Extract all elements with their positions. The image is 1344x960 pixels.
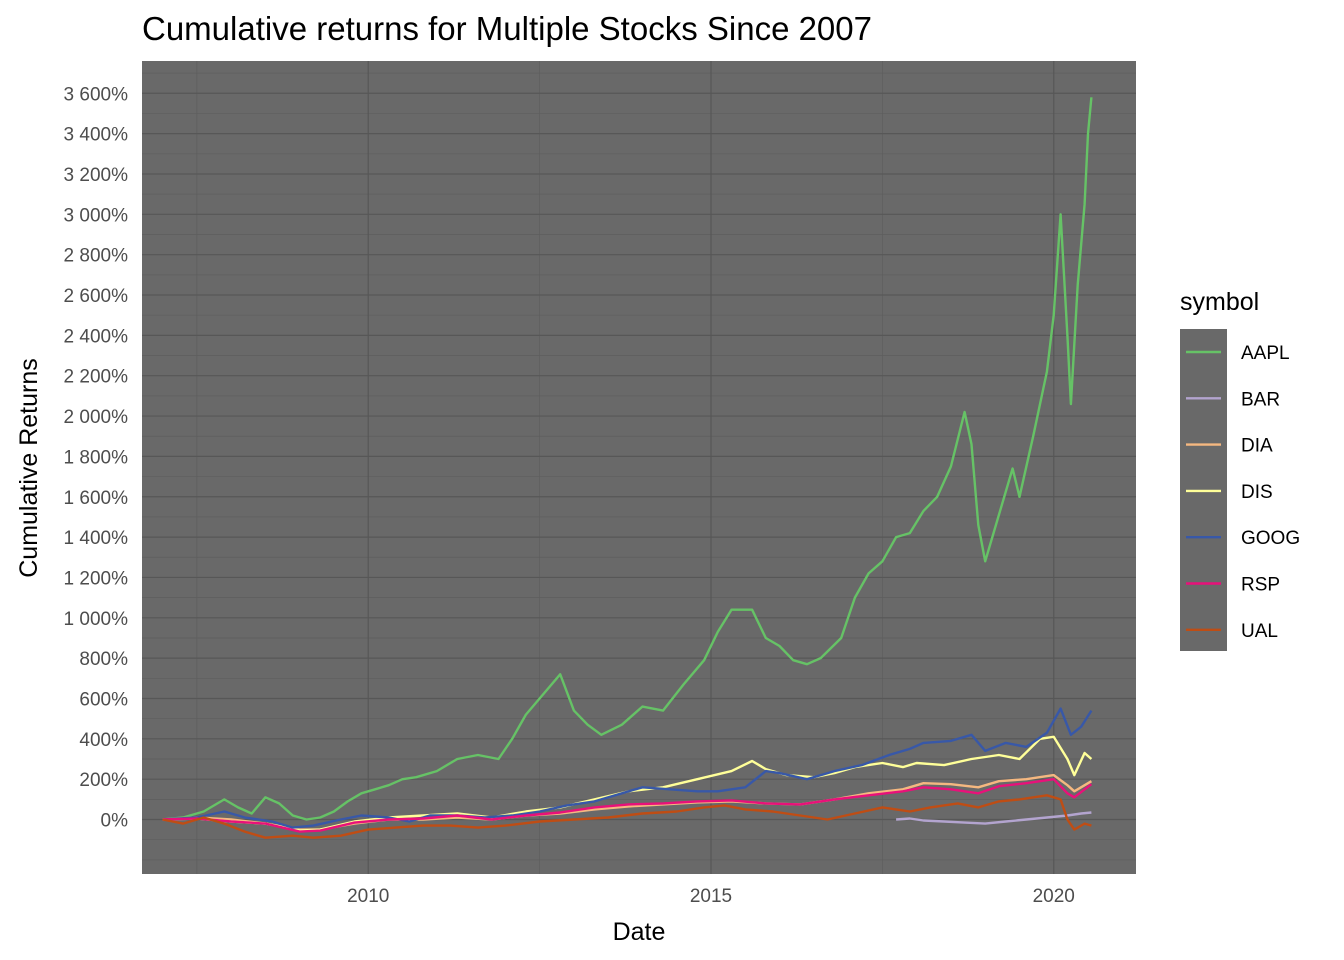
chart-title: Cumulative returns for Multiple Stocks S…	[142, 10, 872, 47]
y-tick-label: 1 000%	[64, 609, 129, 630]
x-tick-label: 2015	[690, 886, 732, 907]
legend-label-rsp: RSP	[1241, 575, 1280, 596]
y-tick-label: 3 200%	[64, 165, 129, 186]
y-tick-label: 800%	[79, 649, 128, 670]
y-tick-label: 200%	[79, 770, 128, 791]
legend-label-dis: DIS	[1241, 482, 1273, 503]
legend-label-goog: GOOG	[1241, 528, 1300, 549]
y-tick-label: 1 600%	[64, 488, 129, 509]
y-axis-ticks: 0% 200% 400% 600% 800% 1 000% 1 200% 1 400% 1 60…	[64, 84, 129, 831]
y-tick-label: 2 200%	[64, 367, 129, 388]
y-tick-label: 3 000%	[64, 205, 129, 226]
y-tick-label: 1 200%	[64, 568, 129, 589]
series-line-aapl	[162, 97, 1093, 821]
y-tick-label: 3 600%	[64, 84, 129, 105]
y-tick-label: 600%	[79, 689, 128, 710]
y-tick-label: 1 800%	[64, 447, 129, 468]
series-line-goog	[162, 707, 1093, 829]
series-line-bar	[896, 811, 1092, 825]
x-tick-label: 2020	[1033, 886, 1075, 907]
legend-title: symbol	[1180, 288, 1259, 316]
y-tick-label: 2 600%	[64, 286, 129, 307]
y-tick-label: 1 400%	[64, 528, 129, 549]
x-axis-ticks: 2010 2015 2020	[347, 886, 1075, 907]
y-tick-label: 3 400%	[64, 125, 129, 146]
grid-major	[142, 61, 1136, 874]
y-axis-title: Cumulative Returns	[15, 358, 43, 578]
legend-label-bar: BAR	[1241, 389, 1280, 410]
legend-items: AAPL BAR DIA DIS GOOG RSP UAL	[1186, 343, 1300, 642]
y-tick-label: 2 800%	[64, 246, 129, 267]
y-tick-label: 2 000%	[64, 407, 129, 428]
x-axis-title: Date	[613, 918, 666, 946]
legend-label-dia: DIA	[1241, 436, 1273, 457]
y-tick-label: 2 400%	[64, 326, 129, 347]
series-line-ual	[162, 794, 1092, 839]
series-line-rsp	[162, 778, 1093, 833]
series-layer	[162, 97, 1093, 839]
legend-label-aapl: AAPL	[1241, 343, 1290, 364]
legend-label-ual: UAL	[1241, 621, 1278, 642]
y-tick-label: 400%	[79, 730, 128, 751]
plot-panel	[142, 61, 1136, 874]
y-tick-label: 0%	[101, 811, 129, 832]
legend: symbol AAPL BAR DIA DIS GOOG RSP UAL	[1180, 288, 1300, 651]
x-tick-label: 2010	[347, 886, 389, 907]
